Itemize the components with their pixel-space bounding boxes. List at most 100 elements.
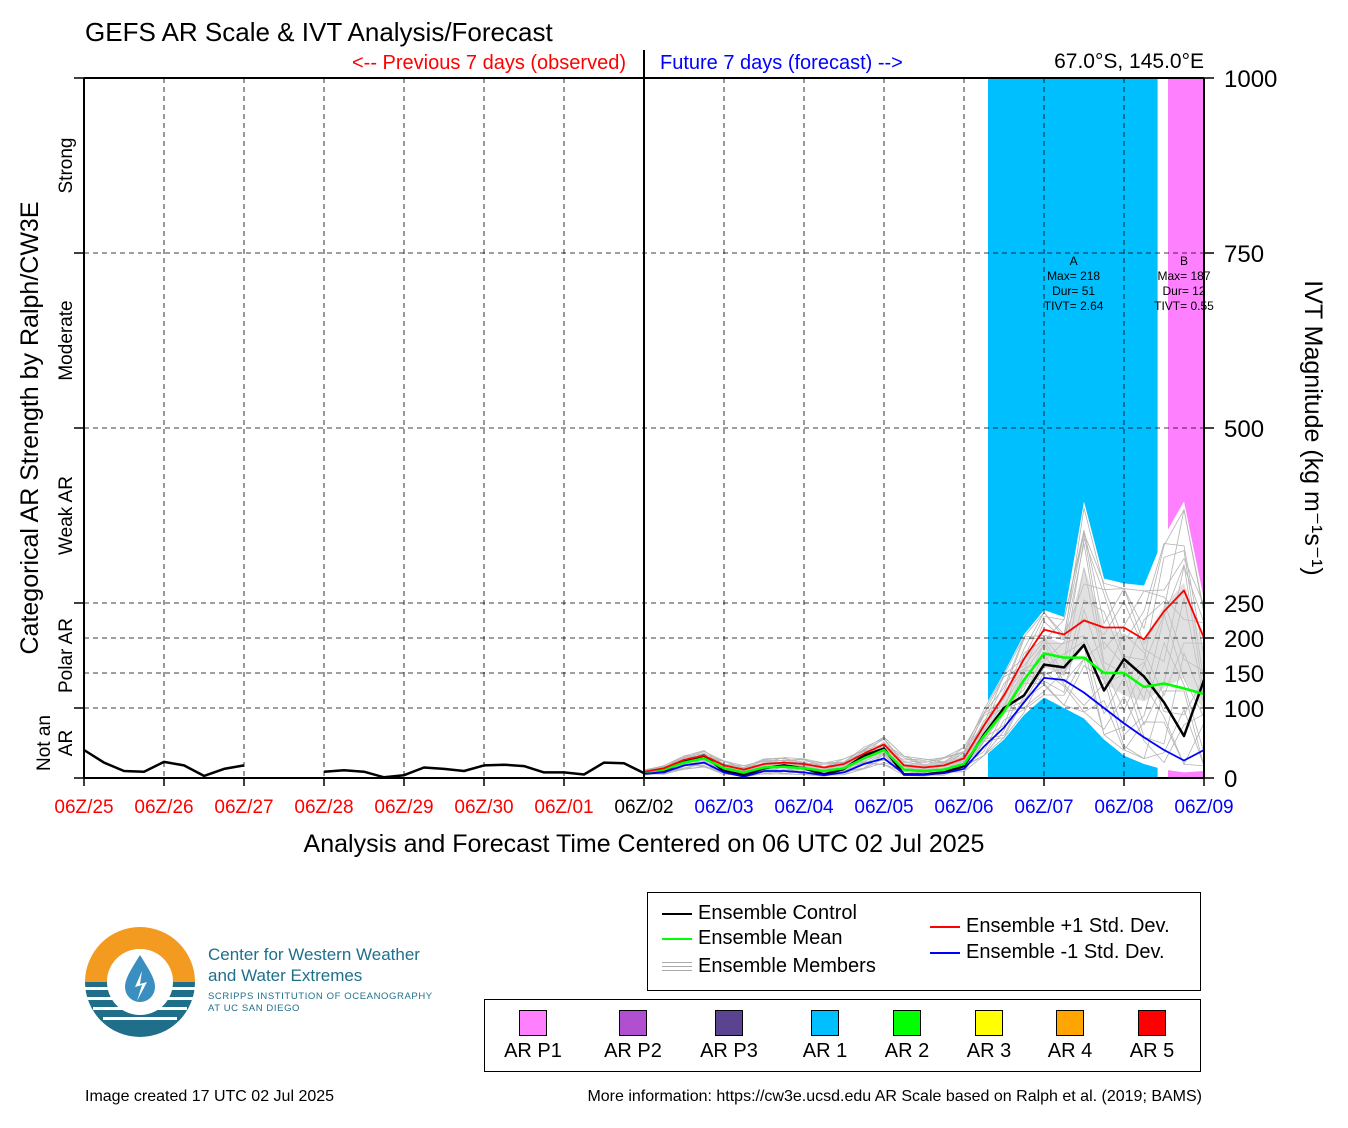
x-tick-label: 06Z/25 <box>54 797 113 818</box>
ensemble-member-line <box>643 508 1205 771</box>
legend-mean: Ensemble Mean <box>662 927 843 950</box>
scale-swatch <box>519 1010 547 1036</box>
series-ensemble-1-std-dev- <box>643 589 1205 773</box>
scale-label: AR 2 <box>884 1040 930 1062</box>
legend-minus-std: Ensemble -1 Std. Dev. <box>930 941 1165 964</box>
category-label: Weak AR <box>56 476 77 555</box>
ensemble-member-line <box>643 529 1205 772</box>
ar-period-annotation: Max= 218 <box>1047 269 1100 283</box>
ensemble-member-line <box>643 507 1205 771</box>
location-label: 67.0°S, 145.0°E <box>1054 50 1204 73</box>
logo-line1: Center for Western Weather <box>208 945 420 964</box>
legend-members-label: Ensemble Members <box>698 955 876 977</box>
x-tick-label: 06Z/08 <box>1094 797 1153 818</box>
scale-item-ar-3: AR 3 <box>949 1010 1029 1063</box>
series-ensemble-mean <box>643 652 1205 774</box>
chart-title: GEFS AR Scale & IVT Analysis/Forecast <box>85 17 553 47</box>
right-axis-title: IVT Magnitude (kg m⁻¹s⁻¹) <box>1299 280 1327 575</box>
scale-label: AR P3 <box>700 1040 758 1062</box>
logo-subtitle: SCRIPPS INSTITUTION OF OCEANOGRAPHY AT U… <box>208 991 433 1015</box>
ar-scale-legend: AR P1 AR P2 AR P3 AR 1 AR 2 AR 3 AR 4 AR… <box>484 999 1201 1072</box>
scale-swatch <box>893 1010 921 1036</box>
y-tick-label: 200 <box>1224 626 1264 653</box>
scale-swatch <box>975 1010 1003 1036</box>
scale-item-ar-p2: AR P2 <box>593 1010 673 1063</box>
scale-swatch <box>811 1010 839 1036</box>
x-tick-label: 06Z/06 <box>934 797 993 818</box>
ar-period-annotation: Max= 187 <box>1157 269 1210 283</box>
logo-line4: AT UC SAN DIEGO <box>208 1003 301 1014</box>
y-tick-label: 150 <box>1224 661 1264 688</box>
legend-mean-label: Ensemble Mean <box>698 927 843 949</box>
scale-label: AR 1 <box>802 1040 848 1062</box>
x-tick-label: 06Z/30 <box>454 797 513 818</box>
y-tick-label: 1000 <box>1224 66 1277 93</box>
legend-plus-std-line <box>930 925 960 928</box>
x-tick-label: 06Z/07 <box>1014 797 1073 818</box>
y-tick-label: 500 <box>1224 416 1264 443</box>
line-legend: Ensemble Control Ensemble Mean Ensemble … <box>647 892 1201 991</box>
legend-control-line <box>662 912 692 915</box>
x-tick-label: 06Z/09 <box>1174 797 1233 818</box>
scale-item-ar-2: AR 2 <box>867 1010 947 1063</box>
legend-minus-std-line <box>930 951 960 954</box>
series-ensemble-control <box>323 761 645 779</box>
category-label: Moderate <box>56 300 77 380</box>
legend-members-line <box>662 962 692 971</box>
future-days-label: Future 7 days (forecast) --> <box>660 52 903 74</box>
y-tick-label: 100 <box>1224 696 1264 723</box>
legend-plus-std-label: Ensemble +1 Std. Dev. <box>966 915 1170 937</box>
x-tick-label: 06Z/26 <box>134 797 193 818</box>
info-footer: More information: https://cw3e.ucsd.edu … <box>587 1088 1202 1105</box>
previous-days-label: <-- Previous 7 days (observed) <box>352 52 626 74</box>
x-tick-label: 06Z/27 <box>214 797 273 818</box>
left-axis-title: Categorical AR Strength by Ralph/CW3E <box>16 202 44 655</box>
legend-plus-std: Ensemble +1 Std. Dev. <box>930 915 1170 938</box>
category-label: Not an <box>34 715 55 771</box>
scale-swatch <box>1056 1010 1084 1036</box>
ar-period-annotation: TIVT= 0.55 <box>1154 299 1214 313</box>
scale-label: AR P2 <box>604 1040 662 1062</box>
ar-period-annotation: A <box>1070 254 1078 268</box>
logo-line3: SCRIPPS INSTITUTION OF OCEANOGRAPHY <box>208 991 433 1002</box>
scale-item-ar-p1: AR P1 <box>493 1010 573 1063</box>
scale-item-ar-4: AR 4 <box>1030 1010 1110 1063</box>
legend-mean-line <box>662 937 692 940</box>
scale-swatch <box>619 1010 647 1036</box>
category-label: Polar AR <box>56 618 77 693</box>
logo-title: Center for Western Weather and Water Ext… <box>208 944 420 986</box>
scale-item-ar-1: AR 1 <box>785 1010 865 1063</box>
x-tick-label: 06Z/01 <box>534 797 593 818</box>
category-label: AR <box>56 730 77 756</box>
legend-control-label: Ensemble Control <box>698 902 857 924</box>
scale-item-ar-p3: AR P3 <box>689 1010 769 1063</box>
created-footer: Image created 17 UTC 02 Jul 2025 <box>85 1088 335 1105</box>
series-ensemble-1-std-dev- <box>643 677 1205 778</box>
x-tick-label: 06Z/02 <box>614 797 673 818</box>
scale-label: AR 4 <box>1047 1040 1093 1062</box>
ivt-chart: 0 100 150 200 250 500 750 1000 Not an AR Polar AR W… <box>16 17 1327 858</box>
scale-label: AR 3 <box>966 1040 1012 1062</box>
ar-period-annotation: Dur= 51 <box>1052 284 1095 298</box>
logo-line2: and Water Extremes <box>208 966 363 985</box>
scale-swatch <box>715 1010 743 1036</box>
x-tick-label: 06Z/05 <box>854 797 913 818</box>
scale-item-ar-5: AR 5 <box>1112 1010 1192 1063</box>
x-tick-label: 06Z/03 <box>694 797 753 818</box>
scale-swatch <box>1138 1010 1166 1036</box>
x-tick-label: 06Z/04 <box>774 797 834 818</box>
scale-label: AR 5 <box>1129 1040 1175 1062</box>
x-tick-label: 06Z/28 <box>294 797 353 818</box>
legend-minus-std-label: Ensemble -1 Std. Dev. <box>966 941 1165 963</box>
y-tick-label: 0 <box>1224 766 1237 793</box>
x-tick-label: 06Z/29 <box>374 797 433 818</box>
legend-members: Ensemble Members <box>662 955 876 978</box>
scale-label: AR P1 <box>504 1040 562 1062</box>
category-label: Strong <box>56 138 77 194</box>
ar-period-annotation: TIVT= 2.64 <box>1044 299 1104 313</box>
cw3e-logo <box>85 927 195 1037</box>
x-axis-title: Analysis and Forecast Time Centered on 0… <box>304 830 985 858</box>
ar-period-annotation: Dur= 12 <box>1162 284 1205 298</box>
y-tick-label: 750 <box>1224 241 1264 268</box>
legend-control: Ensemble Control <box>662 902 857 925</box>
